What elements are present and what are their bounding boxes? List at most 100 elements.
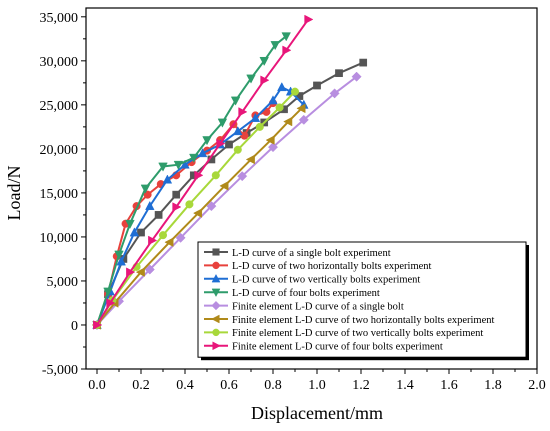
data-point [313,81,321,90]
data-point [125,219,135,229]
data-point [185,200,194,209]
data-point [106,298,116,308]
data-point [135,267,145,277]
data-point [172,202,182,212]
legend-label: Finite element L-D curve of a single bol… [232,301,404,312]
y-tick-label: 5,000 [47,275,79,290]
y-axis-title: Load/N [4,166,24,221]
data-point [298,114,309,125]
legend-item-6: Finite element L-D curve of two horizont… [204,314,495,326]
data-point [230,96,241,106]
data-point [192,208,203,218]
x-tick-label: 1.6 [440,378,458,393]
data-point [245,154,255,165]
legend-label: L-D curve of four bolts experiment [232,288,380,299]
y-axis: -5,000 0 5,000 10,000 15,000 20,000 25,000 30,0… [40,11,86,378]
data-point [116,256,126,266]
legend-item-1: L-D curve of a single bolt experiment [204,248,391,259]
data-point [93,320,103,330]
legend-swatch-marker [211,288,221,298]
data-point [103,287,113,297]
data-point [162,174,173,184]
x-axis: 0.0 0.2 0.4 0.6 0.8 1.0 1.2 1.4 1.6 1.8 2.0 [88,369,546,393]
data-point [255,122,264,131]
data-point [144,264,155,275]
legend-item-4: L-D curve of four bolts experiment [204,288,380,299]
data-point [158,231,168,240]
legend-item-2: L-D curve of two horizontally bolts expe… [204,261,432,272]
legend-label: Finite element L-D curve of four bolts e… [232,342,443,353]
legend-swatch-marker [211,300,221,311]
data-point [282,45,292,55]
x-axis-title: Displacement/mm [251,403,383,423]
data-point [114,250,124,260]
data-point [246,74,256,84]
data-point [268,95,278,105]
data-point [233,145,242,154]
data-point [359,58,368,67]
x-tick-label: 0.8 [264,378,282,393]
y-tick-label: 10,000 [40,231,79,246]
data-point [225,140,233,149]
data-point [197,148,208,158]
legend-item-8: Finite element L-D curve of four bolts e… [204,341,443,353]
series-line [96,102,274,326]
data-point [194,170,204,181]
data-point [173,160,184,170]
legend-box [197,241,527,358]
series-8 [93,14,314,330]
series-4 [92,32,291,331]
data-point [265,135,275,145]
data-point [126,267,136,277]
data-point [296,103,306,114]
legend-item-3: L-D curve of two vertically bolts experi… [204,273,420,286]
data-point [217,118,228,128]
y-tick-label: 15,000 [40,187,79,202]
data-point [216,138,226,149]
series-line [96,75,358,326]
data-point [329,88,340,99]
legend-swatch-marker [212,248,220,256]
data-point [259,56,269,67]
plot-frame [85,7,538,370]
series-line [96,107,303,326]
legend-label: L-D curve of a single bolt experiment [232,248,391,259]
legend-label: Finite element L-D curve of two vertical… [232,328,483,339]
x-tick-label: 1.0 [308,378,326,393]
legend-swatch-marker [212,341,221,351]
plot-border [85,7,538,370]
data-point [283,116,293,127]
data-point [335,69,343,78]
x-tick-label: 1.4 [396,378,414,393]
y-tick-label: 35,000 [40,11,79,26]
data-point [250,112,261,122]
data-point [148,235,158,246]
x-tick-label: 0.2 [132,378,150,393]
legend-swatch-marker [211,314,220,324]
series-line [96,90,296,326]
legend-item-5: Finite element L-D curve of a single bol… [204,300,404,312]
x-tick-label: 1.2 [352,378,370,393]
x-tick-label: 1.8 [484,378,502,393]
series-3 [92,82,309,329]
data-point [281,32,291,42]
x-tick-label: 0.4 [176,378,194,393]
x-tick-label: 0.6 [220,378,238,393]
legend-swatch-marker [212,261,220,270]
data-point [211,171,220,180]
data-point [129,227,140,237]
data-point [175,232,186,243]
series-layer [91,14,368,331]
data-point [277,82,287,92]
data-point [189,153,199,163]
data-point [206,201,217,212]
legend-label: Finite element L-D curve of two horizont… [232,315,495,326]
data-point [351,71,362,82]
data-point [233,126,243,136]
legend-swatch-marker [211,273,221,283]
data-point [158,162,168,172]
legend: L-D curve of a single bolt experiment L-D… [197,241,529,361]
data-point [238,107,248,117]
